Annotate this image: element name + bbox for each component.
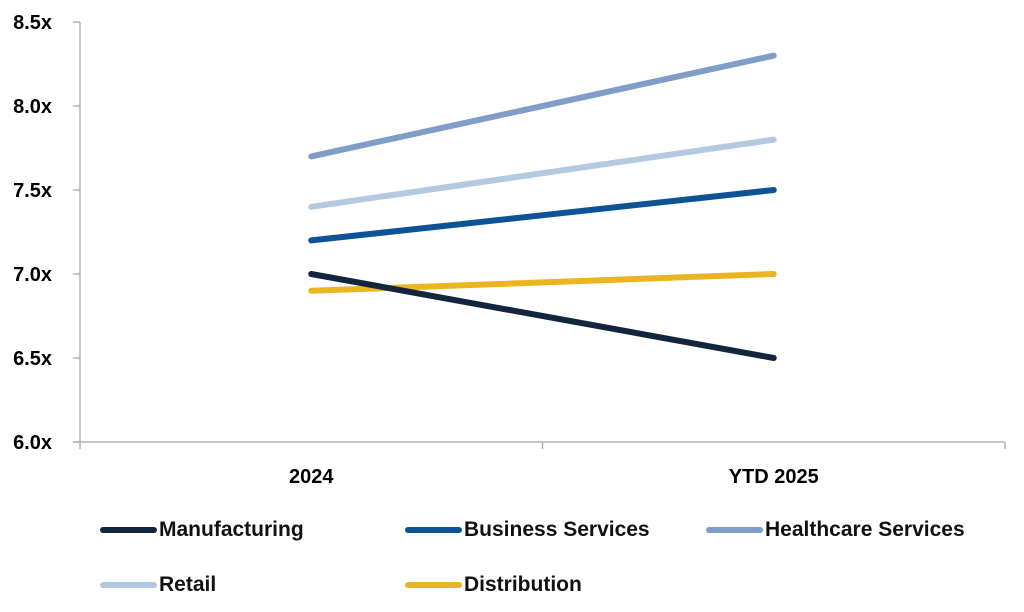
x-tick-label: 2024: [289, 466, 334, 488]
y-tick-label: 8.0x: [13, 96, 52, 118]
legend-item: Manufacturing: [100, 515, 304, 545]
y-tick-label: 6.5x: [13, 348, 52, 370]
legend-label: Manufacturing: [159, 518, 304, 541]
y-tick-label: 7.5x: [13, 180, 52, 202]
series-lines: [308, 52, 777, 361]
legend-item: Retail: [100, 570, 216, 600]
legend-swatch: [100, 527, 157, 533]
legend-swatch: [706, 527, 763, 533]
legend-swatch: [100, 582, 157, 588]
legend-item: Distribution: [405, 570, 582, 600]
legend-label: Healthcare Services: [765, 518, 965, 541]
legend-swatch: [405, 582, 462, 588]
series-line-manufacturing: [308, 271, 777, 361]
y-tick-label: 8.5x: [13, 12, 52, 34]
series-line-healthcare-services: [308, 52, 777, 160]
series-line-retail: [308, 136, 777, 210]
axes: [73, 22, 1005, 443]
x-axis-ticks: 2024 YTD 2025: [79, 442, 1006, 488]
y-tick-label: 7.0x: [13, 264, 52, 286]
legend-label: Distribution: [464, 573, 582, 596]
x-tick-label: YTD 2025: [729, 466, 819, 488]
legend-swatch: [405, 527, 462, 533]
legend-item: Business Services: [405, 515, 650, 545]
legend-item: Healthcare Services: [706, 515, 965, 545]
y-tick-label: 6.0x: [13, 432, 52, 454]
series-line-business-services: [308, 187, 777, 244]
line-chart: 6.0x 6.5x 7.0x 7.5x 8.0x 8.5x 2024 YTD 2025: [13, 12, 1006, 488]
y-axis-ticks: 6.0x 6.5x 7.0x 7.5x 8.0x 8.5x: [13, 12, 80, 454]
legend-label: Retail: [159, 573, 217, 596]
legend-label: Business Services: [464, 518, 650, 541]
